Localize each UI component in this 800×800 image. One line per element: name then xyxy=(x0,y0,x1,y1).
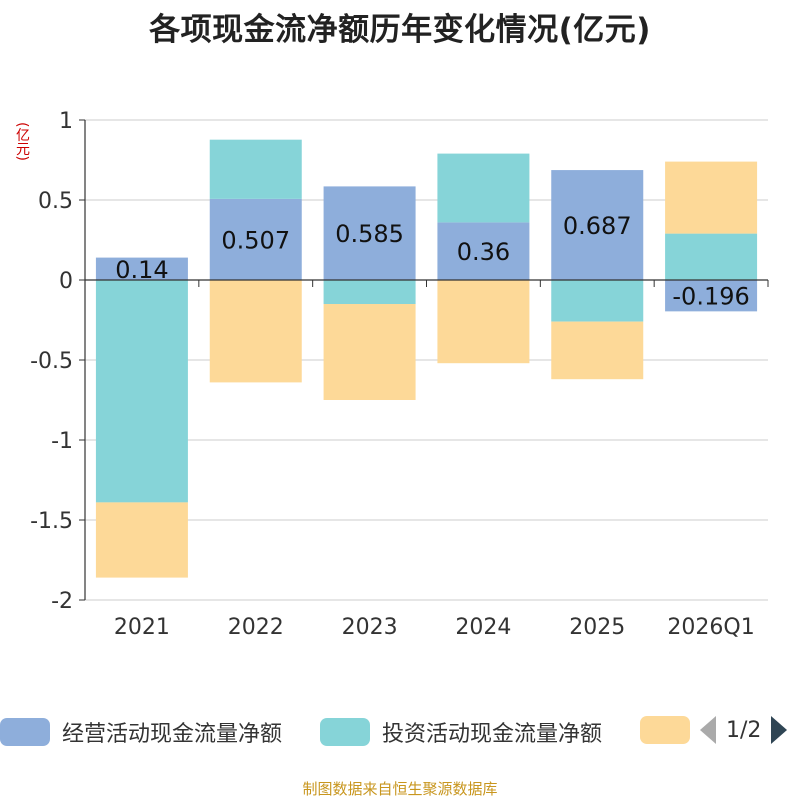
y-tick-label: 0.5 xyxy=(38,189,73,214)
bar-segment xyxy=(209,198,302,280)
y-tick-label: -2 xyxy=(51,589,73,614)
bar-segment xyxy=(665,161,758,234)
legend-pager: 1/2 xyxy=(700,716,788,744)
legend-item-investing[interactable]: 投资活动现金流量净额 xyxy=(320,716,602,748)
x-tick-label: 2024 xyxy=(455,615,511,640)
legend-swatch-financing xyxy=(640,716,690,744)
data-label: 0.687 xyxy=(563,212,632,240)
legend-label-investing: 投资活动现金流量净额 xyxy=(382,722,603,747)
chevron-left-icon[interactable] xyxy=(700,716,716,744)
y-tick-label: -0.5 xyxy=(30,349,73,374)
x-tick-label: 2023 xyxy=(342,615,398,640)
bar-segment xyxy=(95,257,188,280)
bar-segment xyxy=(551,170,644,280)
chevron-right-icon[interactable] xyxy=(771,716,788,744)
bar-segment xyxy=(437,222,530,280)
bar-segment xyxy=(665,233,758,280)
legend-swatch-investing xyxy=(320,718,370,746)
y-tick-label: -1 xyxy=(51,429,73,454)
bar-segment xyxy=(323,186,416,280)
x-tick-label: 2022 xyxy=(228,615,284,640)
legend-swatch-operating xyxy=(0,718,50,746)
legend-label-operating: 经营活动现金流量净额 xyxy=(62,722,283,747)
data-label: -0.196 xyxy=(672,283,749,311)
y-axis-unit: (亿元) xyxy=(14,122,30,161)
chart-title: 各项现金流净额历年变化情况(亿元) xyxy=(149,12,651,48)
legend-page-indicator: 1/2 xyxy=(726,717,762,743)
legend-item-financing[interactable] xyxy=(640,716,690,744)
data-label: 0.14 xyxy=(115,256,168,284)
x-tick-label: 2021 xyxy=(114,615,170,640)
bar-segment xyxy=(323,304,416,400)
bar-segment xyxy=(437,153,530,223)
bar-segment xyxy=(209,139,302,199)
legend-item-operating[interactable]: 经营活动现金流量净额 xyxy=(0,716,282,748)
x-tick-label: 2026Q1 xyxy=(667,615,754,640)
bar-segment xyxy=(551,321,644,380)
bar-segment xyxy=(551,280,644,322)
data-label: 0.585 xyxy=(335,220,404,248)
data-source-note: 制图数据来自恒生聚源数据库 xyxy=(302,780,498,798)
data-label: 0.507 xyxy=(221,226,290,254)
data-label: 0.36 xyxy=(457,238,510,266)
bar-segment xyxy=(437,280,530,364)
bar-segment xyxy=(95,502,188,578)
legend: 经营活动现金流量净额 投资活动现金流量净额 1/2 xyxy=(0,712,800,756)
bar-segment xyxy=(95,280,188,503)
y-tick-label: -1.5 xyxy=(30,509,73,534)
cash-flow-chart: 1 0.5 0 -0.5 -1 -1.5 -2 2021 2022 2023 2024 2025 202… xyxy=(30,109,769,640)
bar-segment xyxy=(209,280,302,383)
bar-segment xyxy=(665,280,758,312)
y-tick-label: 0 xyxy=(59,269,73,294)
x-tick-label: 2025 xyxy=(569,615,625,640)
y-tick-label: 1 xyxy=(59,109,73,134)
bar-segment xyxy=(323,280,416,304)
